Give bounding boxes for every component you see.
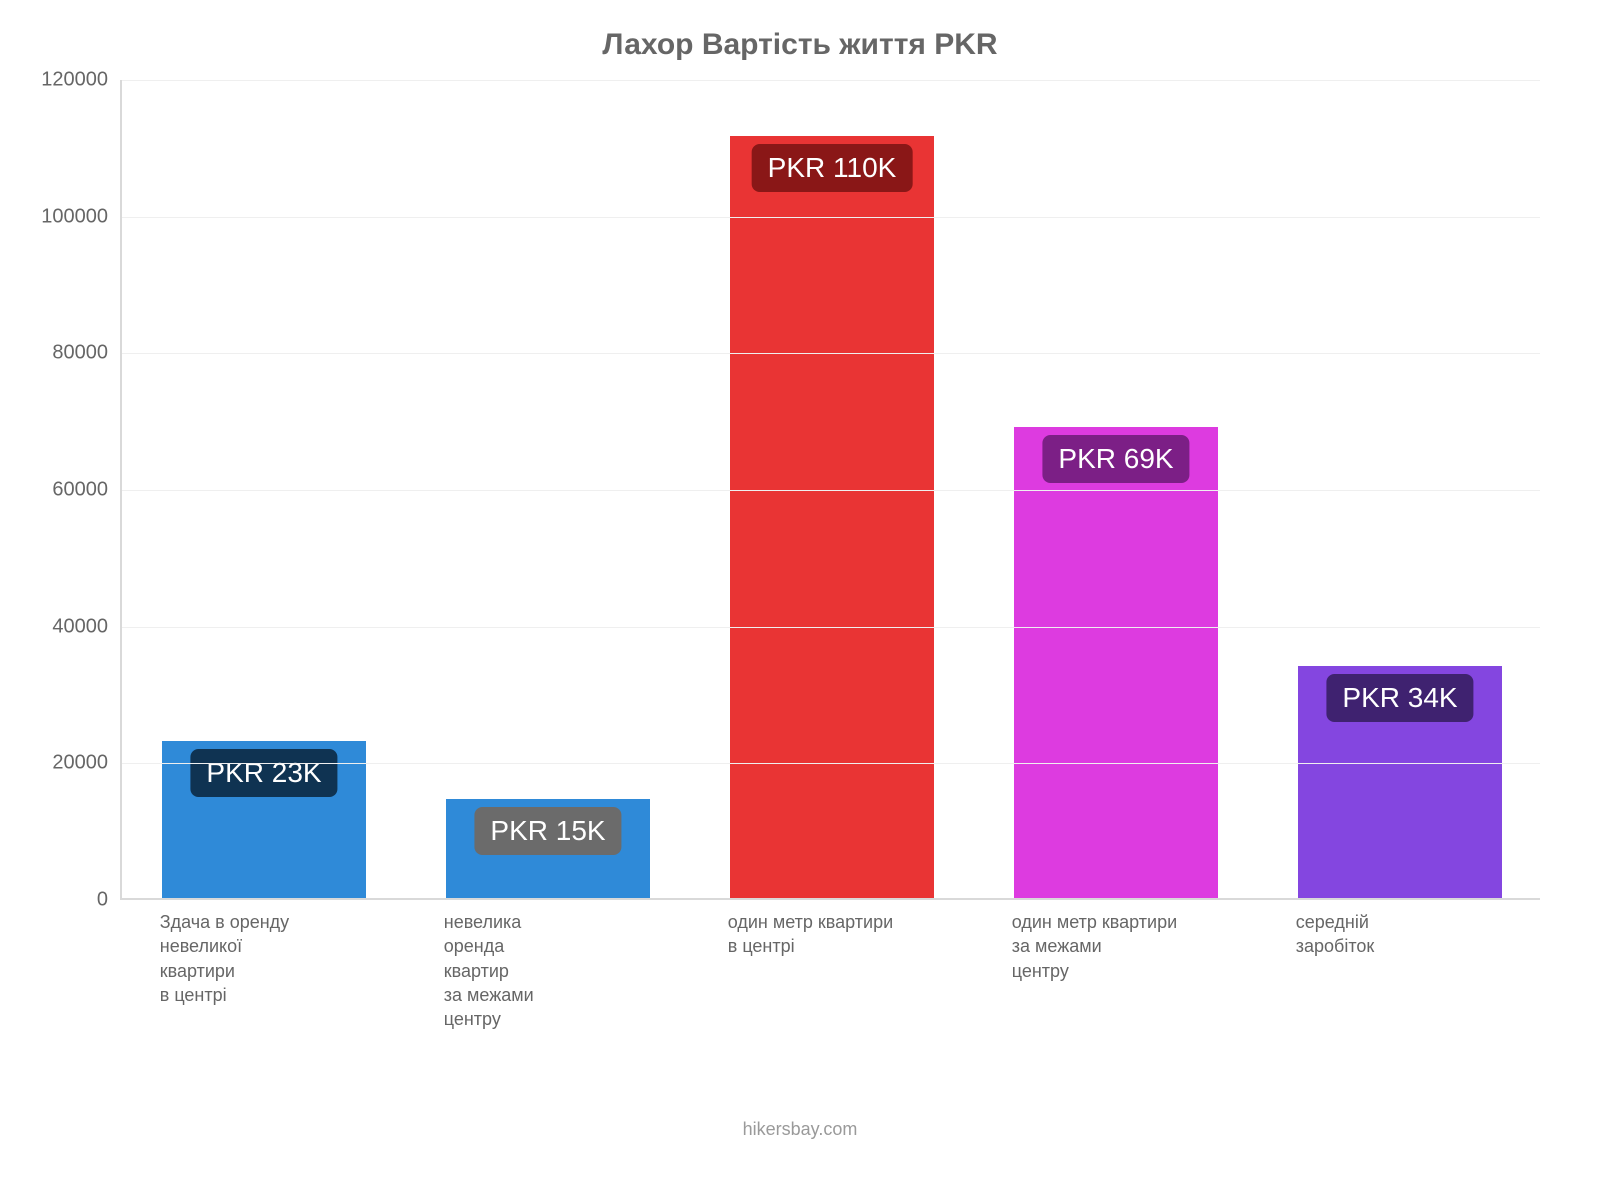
bars-layer: PKR 23K PKR 15K PKR 110K PKR 69K PKR 34K — [122, 80, 1540, 898]
x-tick-label: Здача в оренду невеликої квартири в цент… — [160, 910, 404, 1007]
y-tick-label: 120000 — [41, 69, 122, 92]
bar: PKR 69K — [1014, 427, 1218, 899]
chart-footer: hikersbay.com — [0, 1119, 1600, 1140]
bar-value-badge: PKR 15K — [474, 807, 621, 855]
grid-line — [122, 80, 1540, 81]
y-tick-label: 80000 — [52, 342, 122, 365]
chart-container: Лахор Вартість життя PKR PKR 23KPKR 15KP… — [0, 0, 1600, 1200]
grid-line — [122, 353, 1540, 354]
y-tick-label: 100000 — [41, 205, 122, 228]
grid-line — [122, 490, 1540, 491]
bar-value-badge: PKR 34K — [1326, 674, 1473, 722]
y-tick-label: 0 — [97, 889, 122, 912]
y-tick-label: 60000 — [52, 479, 122, 502]
bar: PKR 15K — [446, 799, 650, 898]
x-tick-label: один метр квартири в центрі — [728, 910, 972, 959]
y-tick-label: 20000 — [52, 752, 122, 775]
grid-line — [122, 217, 1540, 218]
bar: PKR 110K — [730, 136, 934, 898]
x-axis-labels: Здача в оренду невеликої квартири в цент… — [120, 910, 1540, 1200]
plot-area: PKR 23KPKR 15KPKR 110KPKR 69KPKR 34K 020… — [120, 80, 1540, 900]
chart-title: Лахор Вартість життя PKR — [0, 28, 1600, 62]
bar: PKR 23K — [162, 741, 366, 898]
x-tick-label: невелика оренда квартир за межами центру — [444, 910, 688, 1031]
y-tick-label: 40000 — [52, 615, 122, 638]
bar-value-badge: PKR 23K — [190, 749, 337, 797]
x-tick-label: середній заробіток — [1296, 910, 1540, 959]
grid-line — [122, 627, 1540, 628]
bar: PKR 34K — [1298, 666, 1502, 898]
bar-value-badge: PKR 69K — [1042, 435, 1189, 483]
x-tick-label: один метр квартири за межами центру — [1012, 910, 1256, 983]
bar-value-badge: PKR 110K — [752, 144, 913, 192]
grid-line — [122, 763, 1540, 764]
